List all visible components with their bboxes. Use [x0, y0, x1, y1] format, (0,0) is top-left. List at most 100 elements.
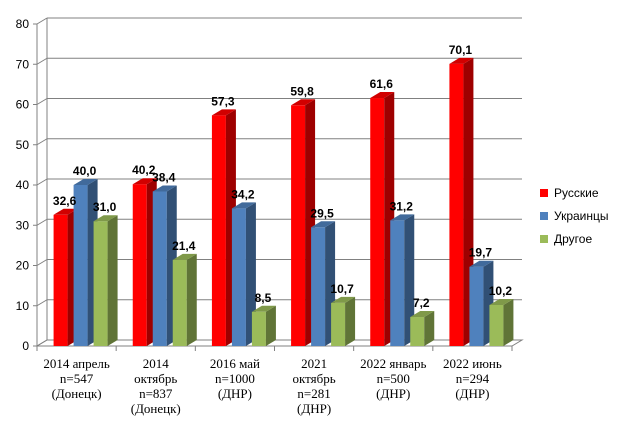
bar-top	[152, 185, 177, 192]
bar-front	[291, 105, 306, 347]
bar-side	[245, 202, 256, 346]
data-label: 61,6	[370, 77, 394, 91]
x-category-label-line: октябрь	[292, 371, 335, 386]
bar-top	[251, 305, 276, 312]
bar-2-5	[489, 298, 514, 346]
bar-front	[469, 266, 484, 346]
bar-top	[211, 109, 236, 116]
x-category-label-line: (Донецк)	[131, 401, 181, 416]
bar-front	[132, 184, 147, 346]
bar-2-0	[93, 215, 118, 346]
y-tick-label: 50	[16, 138, 30, 152]
data-label: 34,2	[231, 187, 255, 201]
x-category-label: 2016 май n=1000 (ДНР)	[210, 356, 260, 401]
bar-front	[390, 220, 405, 346]
x-category-label: 2022 июнь n=294 (ДНР)	[443, 356, 502, 401]
bar-top	[489, 298, 514, 305]
x-category-label-line: (ДНР)	[376, 386, 410, 401]
gridlines	[36, 17, 522, 347]
y-tick-label: 20	[16, 259, 30, 273]
legend-swatch	[540, 189, 548, 197]
bar-side	[345, 296, 356, 346]
y-tick-label: 30	[16, 218, 30, 232]
bar-top	[73, 179, 98, 185]
data-label: 19,7	[469, 246, 493, 260]
bar-side	[503, 298, 514, 346]
bar-0-4	[370, 92, 395, 346]
bar-front	[410, 317, 425, 346]
x-category-label-line: 2022 июнь	[443, 356, 502, 371]
x-category-label-line: n=1000	[215, 371, 255, 386]
y-tick-label: 40	[16, 178, 30, 192]
data-label: 59,8	[290, 84, 314, 98]
bar-top	[469, 260, 494, 267]
bar-side	[265, 305, 276, 346]
bar-front	[53, 214, 68, 346]
y-tick-label: 10	[16, 299, 30, 313]
bar-front	[370, 98, 385, 346]
x-category-label-line: 2014 апрель	[43, 356, 110, 371]
legend-swatch	[540, 212, 548, 220]
data-label: 10,2	[489, 284, 513, 298]
bar-front	[489, 304, 504, 346]
x-category-label-line: 2021	[301, 356, 327, 371]
bar-side	[424, 311, 435, 346]
x-category-label-line: (ДНР)	[297, 401, 331, 416]
gridline-depth	[36, 218, 48, 226]
data-label: 31,0	[93, 200, 117, 214]
bar-1-3	[311, 221, 336, 346]
bar-front	[152, 191, 167, 346]
x-category-label: 2021 октябрь n=281 (ДНР)	[292, 356, 335, 416]
bar-top	[132, 178, 157, 185]
axes: 0 10 20 30 40 50 60 70 80	[16, 17, 524, 353]
gridline-depth	[36, 178, 48, 186]
gridline-depth	[36, 57, 48, 65]
bar-2-3	[331, 296, 356, 346]
x-category-label-line: (ДНР)	[218, 386, 252, 401]
bar-top	[370, 92, 395, 99]
y-tick-label: 80	[16, 17, 30, 31]
bar-front	[251, 311, 266, 346]
bars	[53, 57, 514, 347]
data-label: 38,4	[152, 170, 176, 184]
x-category-label-line: n=547	[60, 371, 94, 386]
bar-1-2	[231, 202, 256, 346]
x-category-label-line: 2022 январь	[360, 356, 426, 371]
gridline-depth	[36, 98, 48, 105]
legend-label: Другое	[554, 232, 592, 246]
bar-front	[211, 115, 226, 347]
gridline-depth	[36, 138, 48, 146]
data-label: 57,3	[211, 94, 235, 108]
bar-1-4	[390, 214, 415, 346]
data-label: 31,2	[390, 199, 414, 213]
bar-side	[404, 214, 415, 346]
x-category-label: 2014 апрель n=547 (Донецк)	[43, 356, 110, 401]
y-tick-label: 70	[16, 57, 30, 71]
x-category-label-line: октябрь	[134, 371, 177, 386]
bar-1-1	[152, 185, 177, 346]
bar-front	[449, 63, 464, 346]
data-label: 29,5	[310, 206, 334, 220]
data-label: 70,1	[449, 43, 473, 57]
y-tick-label: 60	[16, 98, 30, 112]
x-category-label-line: (Донецк)	[52, 386, 102, 401]
bar-top	[172, 253, 197, 260]
x-category-label-line: n=281	[297, 386, 330, 401]
x-category-label: 2014 октябрь n=837 (Донецк)	[131, 356, 181, 416]
bar-top	[53, 208, 78, 215]
legend-label: Украинцы	[554, 209, 609, 223]
x-category-label-line: (ДНР)	[455, 386, 489, 401]
bar-top	[390, 214, 415, 221]
x-category-label: 2022 январь n=500 (ДНР)	[360, 356, 426, 401]
data-label: 40,0	[73, 164, 97, 178]
legend-swatch	[540, 235, 548, 243]
data-label: 21,4	[172, 239, 196, 253]
x-category-label-line: n=294	[456, 371, 490, 386]
data-label: 32,6	[53, 194, 77, 208]
gridline-depth	[36, 259, 48, 266]
bar-front	[311, 227, 326, 346]
gridline-depth	[36, 299, 48, 307]
y-tick-label: 0	[22, 339, 29, 353]
bar-side	[107, 215, 118, 346]
